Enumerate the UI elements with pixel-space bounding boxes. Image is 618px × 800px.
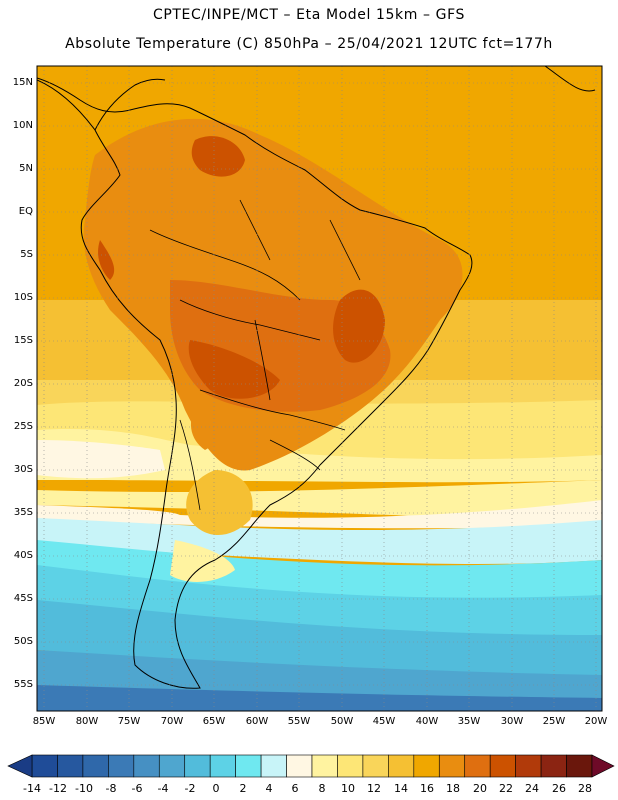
lon-label-80w: 80W — [75, 716, 99, 727]
colorbar-label: 14 — [394, 782, 408, 795]
map-frame — [36, 65, 603, 712]
lat-label-50s: 50S — [13, 636, 33, 647]
colorbar-swatch — [158, 754, 186, 778]
colorbar-swatch — [235, 754, 262, 778]
lat-label-10s: 10S — [13, 292, 33, 303]
colorbar-low-arrow — [7, 754, 33, 778]
colorbar-label: 26 — [552, 782, 566, 795]
map-title-line1: CPTEC/INPE/MCT – Eta Model 15km – GFS — [152, 7, 466, 23]
lon-label-45w: 45W — [372, 716, 396, 727]
colorbar-swatch — [464, 754, 491, 778]
colorbar-swatch — [184, 754, 211, 778]
lon-label-65w: 65W — [202, 716, 226, 727]
colorbar-label: 16 — [420, 782, 434, 795]
lon-label-50w: 50W — [330, 716, 354, 727]
colorbar-label: 12 — [367, 782, 381, 795]
colorbar-label: -6 — [131, 782, 143, 795]
colorbar-swatch — [209, 754, 236, 778]
colorbar-label: 4 — [265, 782, 273, 795]
colorbar-label: 22 — [499, 782, 513, 795]
temperature-field — [37, 66, 602, 711]
lon-label-30w: 30W — [500, 716, 524, 727]
lat-label-10n: 10N — [12, 120, 33, 131]
colorbar-high-arrow — [591, 754, 615, 778]
lat-label-45s: 45S — [13, 593, 33, 604]
colorbar-swatch — [438, 754, 466, 778]
colorbar-swatch — [108, 754, 135, 778]
colorbar-label: -2 — [184, 782, 196, 795]
colorbar-swatch — [515, 754, 542, 778]
coastline — [37, 66, 596, 689]
lon-label-55w: 55W — [287, 716, 311, 727]
colorbar-label: 0 — [212, 782, 220, 795]
colorbar-swatch — [566, 754, 593, 778]
colorbar-label: 6 — [291, 782, 299, 795]
lat-label-35s: 35S — [13, 507, 33, 518]
lon-label-35w: 35W — [457, 716, 481, 727]
lat-label-5s: 5S — [20, 249, 33, 260]
lon-label-85w: 85W — [32, 716, 56, 727]
colorbar-label: 2 — [239, 782, 247, 795]
lat-label-5n: 5N — [19, 163, 33, 174]
lat-label-30s: 30S — [13, 464, 33, 475]
colorbar-label: 24 — [525, 782, 539, 795]
colorbar-label: -12 — [49, 782, 67, 795]
colorbar-swatch — [57, 754, 84, 778]
colorbar-swatch — [260, 754, 287, 778]
colorbar-swatch — [82, 754, 109, 778]
lon-label-40w: 40W — [415, 716, 439, 727]
colorbar-swatch — [31, 754, 58, 778]
lon-label-20w: 20W — [584, 716, 608, 727]
colorbar-label: -4 — [157, 782, 169, 795]
lat-label-20s: 20S — [13, 378, 33, 389]
colorbar-label: 28 — [578, 782, 592, 795]
map-title-line2: Absolute Temperature (C) 850hPa – 25/04/… — [65, 36, 553, 52]
colorbar-swatch — [489, 754, 516, 778]
colorbar-swatch — [337, 754, 364, 778]
lat-label-25s: 25S — [13, 421, 33, 432]
colorbar-swatch — [388, 754, 415, 778]
country-borders — [149, 199, 361, 511]
lat-label-55s: 55S — [13, 679, 33, 690]
colorbar-label: 18 — [446, 782, 460, 795]
colorbar-swatch — [362, 754, 389, 778]
colorbar-label: 10 — [341, 782, 355, 795]
lat-label-eq: EQ — [18, 206, 33, 217]
colorbar-label: -8 — [105, 782, 117, 795]
colorbar-swatch — [413, 754, 440, 778]
colorbar — [7, 754, 615, 778]
lon-label-70w: 70W — [160, 716, 184, 727]
lon-label-75w: 75W — [117, 716, 141, 727]
colorbar-label: -10 — [75, 782, 93, 795]
colorbar-swatch — [540, 754, 567, 778]
lat-label-40s: 40S — [13, 550, 33, 561]
colorbar-label: 8 — [318, 782, 326, 795]
colorbar-label: -14 — [23, 782, 41, 795]
colorbar-swatch — [133, 754, 160, 778]
colorbar-label: 20 — [473, 782, 487, 795]
colorbar-swatch — [311, 754, 338, 778]
lat-label-15s: 15S — [13, 335, 33, 346]
lon-label-60w: 60W — [245, 716, 269, 727]
colorbar-swatch — [286, 754, 313, 778]
lat-label-15n: 15N — [12, 77, 33, 88]
lon-label-25w: 25W — [542, 716, 566, 727]
